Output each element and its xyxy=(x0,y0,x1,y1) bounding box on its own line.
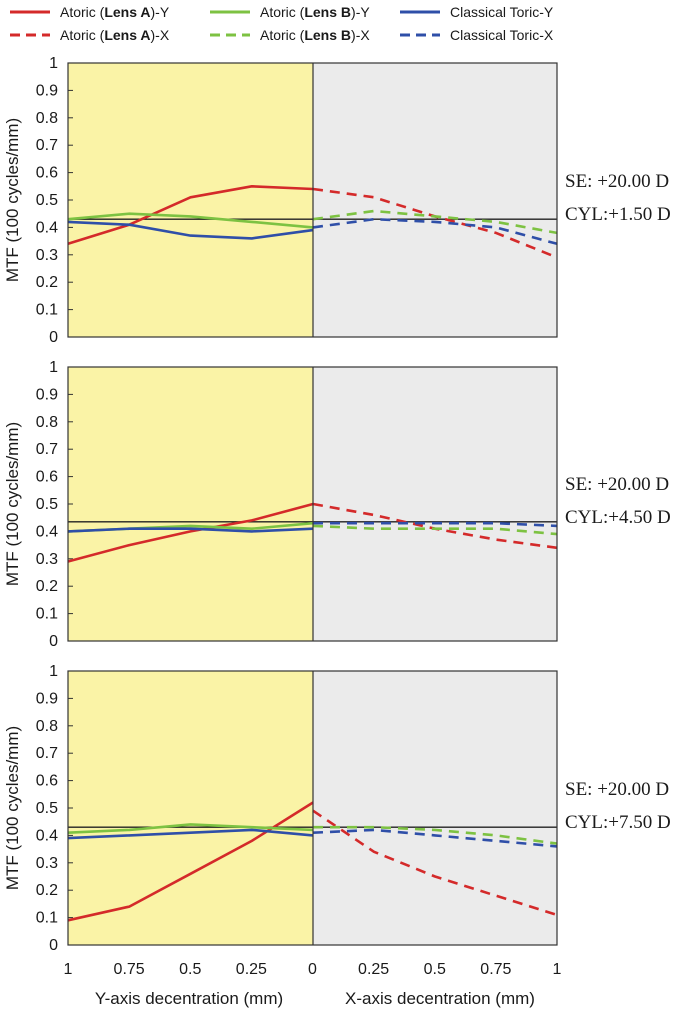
series-atoric-lens-b-y xyxy=(67,823,314,834)
y-axis-title: MTF (100 cycles/mm) xyxy=(3,422,22,586)
y-tick-label: 1 xyxy=(49,663,58,680)
x-tick-label: 1 xyxy=(64,961,73,978)
series-classical-toric-y xyxy=(67,828,314,840)
cyl-annotation: CYL:+1.50 D xyxy=(565,204,671,225)
y-tick-label: 0.8 xyxy=(36,414,58,431)
y-tick-label: 0.4 xyxy=(36,827,58,844)
x-tick-label: 0 xyxy=(308,961,317,978)
y-tick-label: 0.5 xyxy=(36,192,58,209)
se-annotation: SE: +20.00 D xyxy=(565,474,669,495)
legend-label: Atoric (Lens B)-X xyxy=(260,27,370,43)
x-axis-title-y-decentration: Y-axis decentration (mm) xyxy=(95,989,283,1008)
series-classical-toric-x xyxy=(312,217,558,246)
y-axis-ticks: 0 0.1 0.2 0.3 0.4 0.5 0.6 0.7 0.8 0.9 1 xyxy=(36,359,73,650)
x-tick-label: 1 xyxy=(553,961,562,978)
legend-entry-atoric-lens-b-y: Atoric (Lens B)-Y xyxy=(210,4,370,20)
legend-label: Atoric (Lens A)-X xyxy=(60,27,170,43)
y-tick-label: 0.3 xyxy=(36,551,58,568)
y-axis-ticks: 0 0.1 0.2 0.3 0.4 0.5 0.6 0.7 0.8 0.9 1 xyxy=(36,663,73,954)
legend-label: Atoric (Lens B)-Y xyxy=(260,4,370,20)
y-tick-label: 0.6 xyxy=(36,469,58,486)
series-classical-toric-x xyxy=(313,521,558,528)
legend-label: Atoric (Lens A)-Y xyxy=(60,4,170,20)
panel-2: 0 0.1 0.2 0.3 0.4 0.5 0.6 0.7 0.8 0.9 1 MTF (100 cy… xyxy=(3,359,671,650)
x-tick-label: 0.5 xyxy=(424,961,446,978)
x-axis-ticks: 1 0.75 0.5 0.25 0 0.25 0.5 0.75 1 xyxy=(64,961,562,978)
legend-entry-atoric-lens-b-x: Atoric (Lens B)-X xyxy=(210,27,370,43)
x-tick-label: 0.5 xyxy=(179,961,201,978)
y-tick-label: 0.6 xyxy=(36,773,58,790)
y-tick-label: 0.1 xyxy=(36,302,58,319)
y-decentration-region xyxy=(68,367,313,641)
y-tick-label: 0.8 xyxy=(36,718,58,735)
legend-label: Classical Toric-Y xyxy=(450,4,554,20)
y-tick-label: 0.1 xyxy=(36,606,58,623)
y-tick-label: 0.4 xyxy=(36,219,58,236)
cyl-annotation: CYL:+7.50 D xyxy=(565,812,671,833)
panel-1: 0 0.1 0.2 0.3 0.4 0.5 0.6 0.7 0.8 0.9 1 MTF (100 cy… xyxy=(3,55,671,346)
series-classical-toric-x xyxy=(312,828,558,848)
y-axis-title: MTF (100 cycles/mm) xyxy=(3,726,22,890)
y-tick-label: 0.5 xyxy=(36,800,58,817)
y-tick-label: 0.2 xyxy=(36,274,58,291)
y-tick-label: 0 xyxy=(49,329,58,346)
y-tick-label: 0.2 xyxy=(36,882,58,899)
cyl-annotation: CYL:+4.50 D xyxy=(565,507,671,528)
panel-3: 0 0.1 0.2 0.3 0.4 0.5 0.6 0.7 0.8 0.9 1 MTF (100 cy… xyxy=(3,663,671,954)
series-atoric-lens-b-x xyxy=(312,209,558,235)
y-tick-label: 0.9 xyxy=(36,82,58,99)
y-tick-label: 0.5 xyxy=(36,496,58,513)
x-axis-title-x-decentration: X-axis decentration (mm) xyxy=(345,989,535,1008)
chart-legend: Atoric (Lens A)-Y Atoric (Lens B)-Y Classi… xyxy=(10,4,554,43)
legend-entry-atoric-lens-a-y: Atoric (Lens A)-Y xyxy=(10,4,170,20)
series-atoric-lens-a-y xyxy=(67,185,314,246)
series-atoric-lens-b-x xyxy=(312,524,558,536)
x-decentration-region xyxy=(313,63,557,337)
y-axis-ticks: 0 0.1 0.2 0.3 0.4 0.5 0.6 0.7 0.8 0.9 1 xyxy=(36,55,73,346)
y-tick-label: 0.3 xyxy=(36,855,58,872)
y-tick-label: 0.7 xyxy=(36,137,58,154)
y-decentration-region xyxy=(68,671,313,945)
series-classical-toric-y xyxy=(67,527,314,533)
y-tick-label: 1 xyxy=(49,359,58,376)
y-tick-label: 0.4 xyxy=(36,523,58,540)
y-tick-label: 0.7 xyxy=(36,745,58,762)
series-classical-toric-y xyxy=(67,220,314,240)
legend-label: Classical Toric-X xyxy=(450,27,554,43)
se-annotation: SE: +20.00 D xyxy=(565,779,669,800)
y-tick-label: 0.1 xyxy=(36,910,58,927)
chart-panels: 0 0.1 0.2 0.3 0.4 0.5 0.6 0.7 0.8 0.9 1 MTF (100 cy… xyxy=(3,55,671,954)
x-tick-label: 0.25 xyxy=(358,961,389,978)
y-tick-label: 0.8 xyxy=(36,110,58,127)
x-decentration-region xyxy=(313,671,557,945)
y-tick-label: 0 xyxy=(49,633,58,650)
y-decentration-region xyxy=(68,63,313,337)
y-tick-label: 0.6 xyxy=(36,165,58,182)
legend-entry-classical-toric-y: Classical Toric-Y xyxy=(400,4,554,20)
y-tick-label: 0.2 xyxy=(36,578,58,595)
se-annotation: SE: +20.00 D xyxy=(565,171,669,192)
y-tick-label: 1 xyxy=(49,55,58,72)
x-tick-label: 0.75 xyxy=(114,961,145,978)
x-decentration-region xyxy=(313,367,557,641)
y-tick-label: 0.9 xyxy=(36,386,58,403)
series-atoric-lens-a-y xyxy=(67,502,314,563)
y-tick-label: 0 xyxy=(49,937,58,954)
x-tick-label: 0.75 xyxy=(480,961,511,978)
x-tick-label: 0.25 xyxy=(236,961,267,978)
y-tick-label: 0.3 xyxy=(36,247,58,264)
legend-entry-classical-toric-x: Classical Toric-X xyxy=(400,27,554,43)
y-axis-title: MTF (100 cycles/mm) xyxy=(3,118,22,282)
series-atoric-lens-a-x xyxy=(312,809,558,917)
legend-entry-atoric-lens-a-x: Atoric (Lens A)-X xyxy=(10,27,170,43)
y-tick-label: 0.7 xyxy=(36,441,58,458)
x-axis-labels: Y-axis decentration (mm) X-axis decentra… xyxy=(64,961,562,1008)
y-tick-label: 0.9 xyxy=(36,690,58,707)
series-atoric-lens-b-x xyxy=(313,825,558,845)
series-atoric-lens-b-y xyxy=(67,212,314,229)
